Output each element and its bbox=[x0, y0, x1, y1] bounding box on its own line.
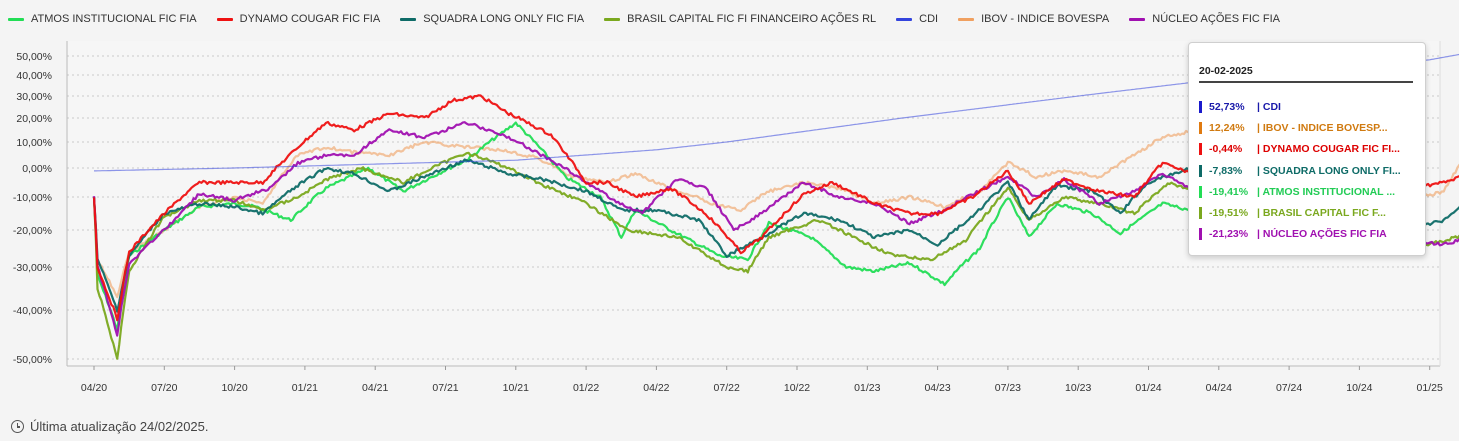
legend-swatch bbox=[604, 17, 621, 21]
x-tick-label: 10/24 bbox=[1346, 382, 1372, 394]
x-tick-label: 07/21 bbox=[432, 382, 458, 394]
y-tick-label: -30,00% bbox=[13, 262, 52, 274]
y-tick-label: -20,00% bbox=[13, 225, 52, 237]
legend-label: ATMOS INSTITUCIONAL FIC FIA bbox=[31, 13, 197, 25]
x-tick-label: 10/22 bbox=[784, 382, 810, 394]
legend-swatch bbox=[400, 17, 417, 21]
tooltip-color-bar bbox=[1199, 100, 1202, 113]
x-tick-label: 01/22 bbox=[573, 382, 599, 394]
tooltip-color-bar bbox=[1199, 228, 1202, 241]
y-tick-label: 20,00% bbox=[16, 113, 52, 125]
tooltip-row: -7,83% | SQUADRA LONG ONLY FI... bbox=[1199, 160, 1419, 181]
legend-label: BRASIL CAPITAL FIC FI FINANCEIRO AÇÕES R… bbox=[627, 13, 877, 25]
x-tick-label: 04/24 bbox=[1206, 382, 1232, 394]
x-tick-label: 07/24 bbox=[1276, 382, 1302, 394]
tooltip-color-bar bbox=[1199, 121, 1202, 134]
tooltip-row: 12,24% | IBOV - INDICE BOVESP... bbox=[1199, 117, 1419, 138]
legend-item[interactable]: SQUADRA LONG ONLY FIC FIA bbox=[400, 13, 584, 25]
last-update: Última atualização 24/02/2025. bbox=[11, 419, 209, 434]
y-tick-label: -40,00% bbox=[13, 305, 52, 317]
x-tick-label: 10/23 bbox=[1065, 382, 1091, 394]
legend-item[interactable]: BRASIL CAPITAL FIC FI FINANCEIRO AÇÕES R… bbox=[604, 13, 876, 25]
x-tick-label: 04/23 bbox=[924, 382, 950, 394]
tooltip-color-bar bbox=[1199, 143, 1202, 156]
y-tick-label: 40,00% bbox=[16, 70, 52, 82]
legend-swatch bbox=[896, 17, 913, 21]
tooltip-row: -0,44% | DYNAMO COUGAR FIC FI... bbox=[1199, 139, 1419, 160]
tooltip-series-name: | ATMOS INSTITUCIONAL ... bbox=[1257, 185, 1396, 198]
y-tick-label: 50,00% bbox=[16, 51, 52, 63]
clock-icon bbox=[11, 420, 24, 433]
legend-label: SQUADRA LONG ONLY FIC FIA bbox=[423, 13, 585, 25]
tooltip-series-name: | NÚCLEO AÇÕES FIC FIA bbox=[1257, 228, 1387, 241]
legend-swatch bbox=[958, 17, 975, 21]
legend: ATMOS INSTITUCIONAL FIC FIA DYNAMO COUGAR… bbox=[8, 9, 1280, 29]
x-tick-label: 04/21 bbox=[362, 382, 388, 394]
last-update-text: Última atualização 24/02/2025. bbox=[30, 419, 209, 434]
tooltip-value: 52,73% bbox=[1209, 100, 1245, 113]
y-tick-label: -50,00% bbox=[13, 354, 52, 366]
tooltip-series-name: | IBOV - INDICE BOVESP... bbox=[1257, 121, 1388, 134]
tooltip-color-bar bbox=[1199, 207, 1202, 220]
y-tick-label: 0,00% bbox=[22, 163, 52, 175]
tooltip-value: -7,83% bbox=[1209, 164, 1243, 177]
tooltip-row: -21,23% | NÚCLEO AÇÕES FIC FIA bbox=[1199, 224, 1419, 245]
x-tick-label: 04/20 bbox=[81, 382, 107, 394]
x-tick-label: 01/23 bbox=[854, 382, 880, 394]
legend-swatch bbox=[216, 17, 233, 21]
x-tick-label: 04/22 bbox=[643, 382, 669, 394]
tooltip-value: -0,44% bbox=[1209, 143, 1243, 156]
tooltip-value: -19,51% bbox=[1209, 207, 1249, 220]
legend-item[interactable]: IBOV - INDICE BOVESPA bbox=[958, 13, 1109, 25]
x-tick-label: 01/24 bbox=[1135, 382, 1161, 394]
legend-item[interactable]: CDI bbox=[896, 13, 938, 25]
tooltip-series-name: | BRASIL CAPITAL FIC F... bbox=[1257, 207, 1386, 220]
y-tick-label: -10,00% bbox=[13, 192, 52, 204]
x-tick-label: 07/20 bbox=[151, 382, 177, 394]
legend-item[interactable]: ATMOS INSTITUCIONAL FIC FIA bbox=[8, 13, 197, 25]
legend-label: NÚCLEO AÇÕES FIC FIA bbox=[1152, 13, 1281, 25]
tooltip-value: -21,23% bbox=[1209, 228, 1249, 241]
tooltip-rows: 52,73% | CDI 12,24% | IBOV - INDICE BOVESP.… bbox=[1199, 96, 1419, 245]
tooltip-value: 12,24% bbox=[1209, 121, 1245, 134]
x-tick-label: 01/25 bbox=[1417, 382, 1443, 394]
tooltip-row: -19,51% | BRASIL CAPITAL FIC F... bbox=[1199, 202, 1419, 223]
x-tick-label: 07/22 bbox=[714, 382, 740, 394]
legend-item[interactable]: NÚCLEO AÇÕES FIC FIA bbox=[1129, 13, 1280, 25]
legend-label: IBOV - INDICE BOVESPA bbox=[981, 13, 1110, 25]
legend-swatch bbox=[1129, 17, 1146, 21]
tooltip: 20-02-2025 52,73% | CDI 12,24% | IBOV - IND… bbox=[1188, 42, 1426, 256]
x-tick-label: 01/21 bbox=[292, 382, 318, 394]
x-tick-label: 10/20 bbox=[221, 382, 247, 394]
tooltip-date: 20-02-2025 bbox=[1199, 65, 1253, 77]
tooltip-series-name: | SQUADRA LONG ONLY FI... bbox=[1257, 164, 1401, 177]
series-line bbox=[92, 121, 1219, 332]
tooltip-value: -19,41% bbox=[1209, 185, 1249, 198]
y-tick-label: 30,00% bbox=[16, 91, 52, 103]
legend-label: DYNAMO COUGAR FIC FIA bbox=[239, 13, 381, 25]
x-tick-label: 10/21 bbox=[503, 382, 529, 394]
tooltip-row: -19,41% | ATMOS INSTITUCIONAL ... bbox=[1199, 181, 1419, 202]
legend-swatch bbox=[8, 17, 24, 21]
legend-item[interactable]: DYNAMO COUGAR FIC FIA bbox=[216, 13, 381, 25]
tooltip-color-bar bbox=[1199, 185, 1202, 198]
legend-label: CDI bbox=[919, 13, 939, 25]
tooltip-series-name: | DYNAMO COUGAR FIC FI... bbox=[1257, 143, 1400, 156]
x-tick-label: 07/23 bbox=[995, 382, 1021, 394]
tooltip-series-name: | CDI bbox=[1257, 100, 1281, 113]
y-tick-label: 10,00% bbox=[16, 137, 52, 149]
tooltip-color-bar bbox=[1199, 164, 1202, 177]
tooltip-divider bbox=[1199, 81, 1413, 83]
tooltip-row: 52,73% | CDI bbox=[1199, 96, 1419, 117]
